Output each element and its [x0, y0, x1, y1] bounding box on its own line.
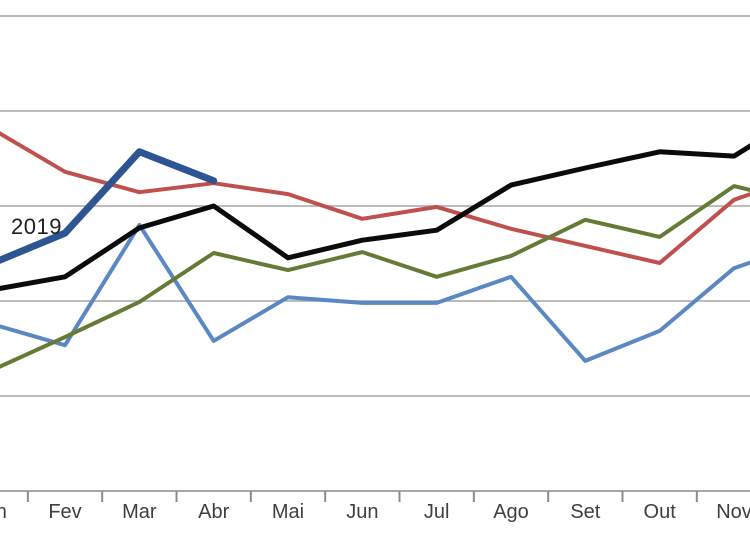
- x-axis-label-jul: Jul: [424, 501, 450, 523]
- gridlines: [0, 15, 750, 397]
- series-line-red: [0, 131, 750, 265]
- x-axis-label-jun: Jun: [346, 501, 378, 523]
- series-label-2019: 2019: [11, 214, 62, 239]
- series-line-olive-green: [0, 184, 750, 369]
- x-axis-label-nov: Nov: [716, 501, 750, 523]
- x-axis-labels: Jan Fev Mar Abr Mai Jun Jul Ago Set Out Nov: [0, 501, 750, 523]
- x-axis-label-ago: Ago: [493, 501, 529, 523]
- x-axis-label-abr: Abr: [198, 501, 229, 523]
- x-axis-label-mai: Mai: [272, 501, 304, 523]
- x-axis-label-out: Out: [644, 501, 677, 523]
- x-axis-label-jan: Jan: [0, 501, 7, 523]
- series-line-black: [0, 143, 750, 291]
- x-axis-label-fev: Fev: [48, 501, 81, 523]
- series-line-light-blue: [0, 223, 750, 363]
- x-axis-label-mar: Mar: [122, 501, 157, 523]
- x-axis-label-set: Set: [570, 501, 600, 523]
- series-line-2019: [0, 148, 218, 264]
- x-axis-ticks: [26, 491, 698, 502]
